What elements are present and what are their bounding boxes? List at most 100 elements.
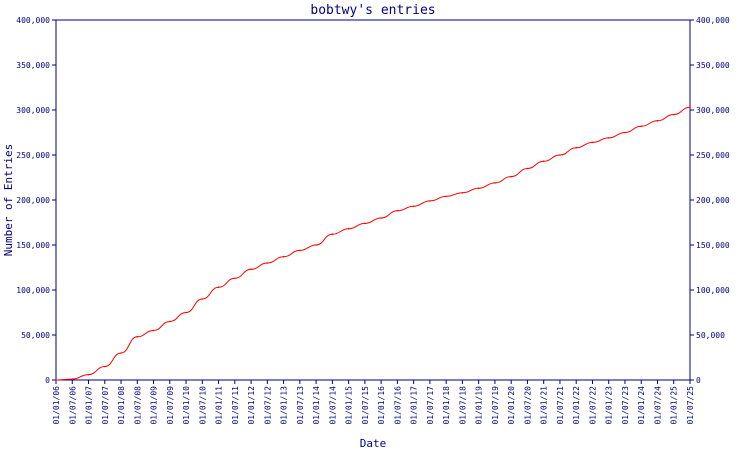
data-point [364, 222, 366, 225]
y-axis-right: 0 50,000 100,000 150,000 200,000 250,000 300,0… [690, 16, 730, 385]
x-tick-label: 01/01/07 [85, 386, 94, 425]
x-tick-label: 01/07/20 [523, 386, 532, 425]
data-point [559, 154, 561, 156]
data-point [412, 205, 415, 208]
data-point [510, 175, 512, 178]
x-tick-label: 01/01/24 [637, 386, 646, 425]
x-tick-label: 01/01/12 [247, 386, 256, 425]
data-point [380, 217, 382, 219]
x-tick-label: 01/07/19 [491, 386, 500, 425]
data-point [494, 182, 496, 184]
y-tick-label-right: 400,000 [696, 16, 730, 25]
x-tick-label: 01/01/25 [670, 386, 679, 425]
data-point [640, 125, 643, 127]
y-tick-label-left: 200,000 [16, 196, 50, 205]
data-point [624, 131, 626, 134]
y-tick-label-right: 150,000 [696, 241, 730, 250]
data-point [461, 192, 464, 194]
series-points [55, 106, 691, 381]
x-tick-label: 01/07/13 [296, 386, 305, 425]
data-point [607, 137, 610, 139]
x-tick-label: 01/07/08 [133, 386, 142, 425]
y-tick-label-left: 150,000 [16, 241, 50, 250]
data-point [120, 352, 122, 354]
data-point [168, 320, 171, 323]
x-tick-label: 01/07/12 [263, 386, 272, 425]
chart-title: bobtwy's entries [310, 3, 435, 18]
data-point [526, 167, 529, 170]
x-tick-label: 01/01/22 [572, 386, 581, 425]
data-point [71, 378, 74, 380]
x-tick-label: 01/07/06 [68, 386, 77, 425]
x-tick-label: 01/07/17 [426, 386, 435, 425]
data-point [185, 311, 187, 314]
data-point [331, 233, 334, 235]
data-point [396, 210, 399, 212]
y-tick-label-left: 0 [45, 376, 50, 385]
x-tick-label: 01/01/09 [150, 386, 159, 425]
y-tick-label-right: 350,000 [696, 61, 730, 70]
x-tick-label: 01/07/22 [588, 386, 597, 425]
x-tick-label: 01/07/11 [231, 386, 240, 425]
x-tick-label: 01/01/10 [182, 386, 191, 425]
x-tick-label: 01/01/08 [117, 386, 126, 425]
x-tick-label: 01/01/13 [280, 386, 289, 425]
x-tick-label: 01/01/23 [605, 386, 614, 425]
x-axis-title: Date [360, 437, 387, 450]
x-tick-label: 01/01/19 [475, 386, 484, 425]
data-point [55, 379, 57, 381]
data-point [689, 106, 691, 109]
x-tick-label: 01/01/14 [312, 386, 321, 425]
data-point [103, 365, 106, 368]
x-tick-label: 01/01/21 [540, 386, 549, 425]
x-tick-label: 01/01/15 [345, 386, 354, 425]
x-tick-label: 01/07/21 [556, 386, 565, 425]
y-tick-label-right: 300,000 [696, 106, 730, 115]
y-tick-label-right: 100,000 [696, 286, 730, 295]
x-tick-label: 01/01/20 [507, 386, 516, 425]
x-tick-label: 01/01/16 [377, 386, 386, 425]
x-tick-label: 01/01/17 [410, 386, 419, 425]
x-tick-label: 01/01/06 [52, 386, 61, 425]
data-point [136, 336, 139, 338]
data-point [87, 373, 90, 376]
data-point [672, 113, 675, 116]
data-point [234, 277, 236, 280]
x-tick-label: 01/07/10 [198, 386, 207, 425]
x-tick-label: 01/07/24 [653, 386, 662, 425]
x-tick-label: 01/01/18 [442, 386, 451, 425]
data-point [591, 141, 594, 144]
x-tick-label: 01/07/09 [166, 386, 175, 425]
data-point [477, 187, 480, 190]
y-tick-label-left: 250,000 [16, 151, 50, 160]
y-axis-left: 0 50,000 100,000 150,000 200,000 250,000 300,0… [16, 16, 56, 385]
y-tick-label-right: 200,000 [696, 196, 730, 205]
series-line-entries [55, 106, 691, 381]
y-tick-label-left: 350,000 [16, 61, 50, 70]
x-tick-label: 01/07/16 [393, 386, 402, 425]
x-tick-label: 01/07/14 [328, 386, 337, 425]
x-tick-label: 01/07/18 [458, 386, 467, 425]
y-tick-label-right: 250,000 [696, 151, 730, 160]
data-point [429, 200, 431, 202]
data-point [347, 228, 350, 230]
y-tick-label-left: 50,000 [21, 331, 50, 340]
y-axis-title: Number of Entries [2, 144, 15, 257]
data-point [282, 255, 285, 258]
data-point [217, 286, 220, 289]
data-point [445, 195, 447, 198]
data-point [201, 298, 204, 300]
data-point [152, 329, 155, 332]
data-point [315, 244, 317, 246]
x-tick-label: 01/07/07 [101, 386, 110, 425]
x-tick-label: 01/01/11 [215, 386, 224, 425]
y-tick-label-left: 400,000 [16, 16, 50, 25]
data-point [250, 268, 252, 271]
axes [55, 19, 691, 381]
data-point [266, 262, 269, 264]
y-tick-label-right: 50,000 [696, 331, 725, 340]
data-point [542, 160, 545, 163]
data-point [575, 147, 578, 149]
data-point [299, 249, 301, 252]
